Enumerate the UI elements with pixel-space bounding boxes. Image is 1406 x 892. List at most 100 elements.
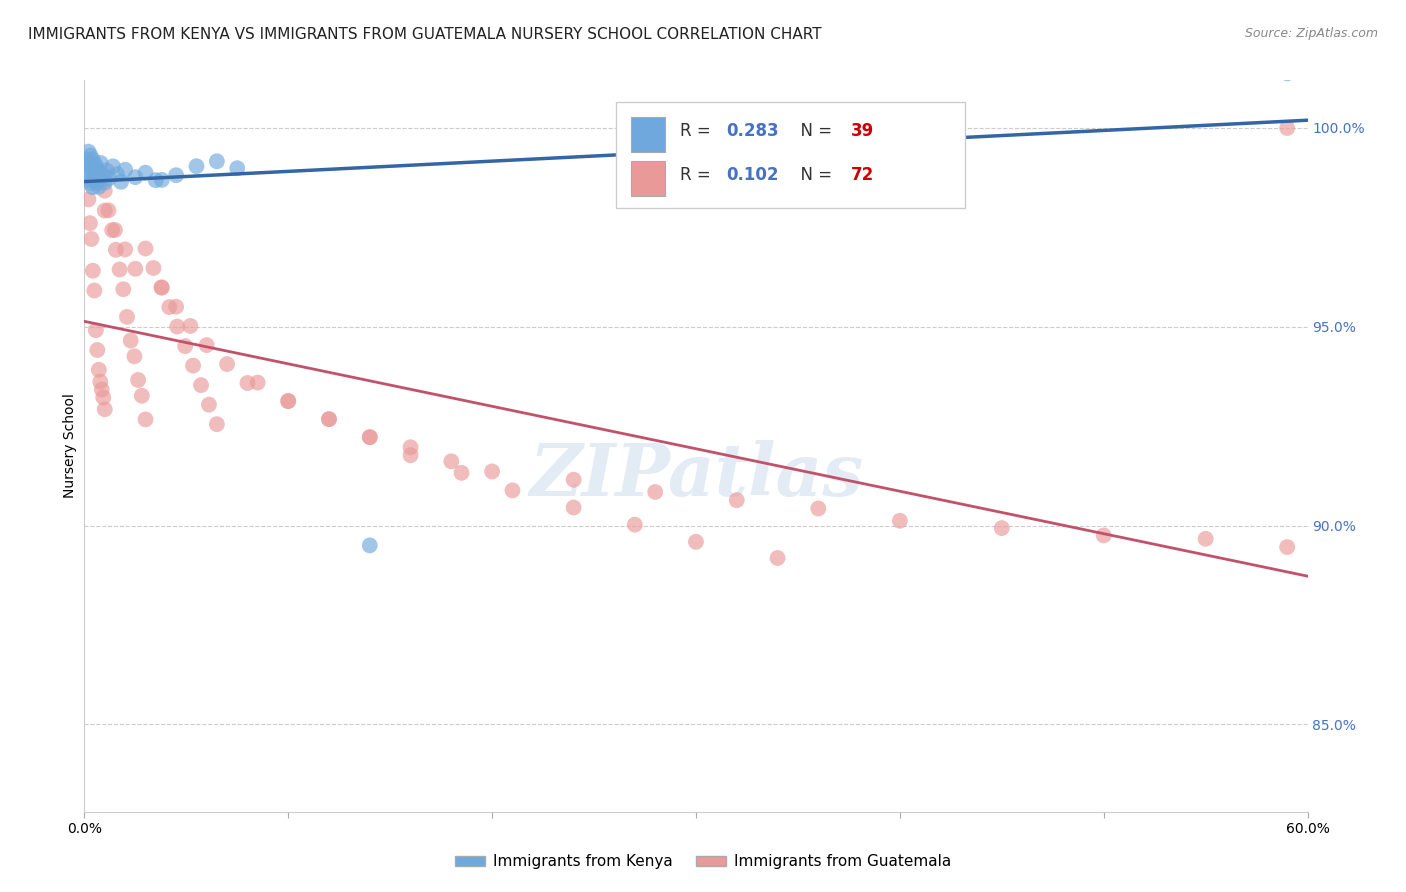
Point — [112, 282, 135, 296]
Text: 0.102: 0.102 — [727, 166, 779, 184]
Point — [104, 243, 127, 257]
FancyBboxPatch shape — [631, 117, 665, 152]
Point — [80, 232, 103, 246]
Point — [114, 162, 136, 177]
Point — [1277, 120, 1299, 135]
Point — [79, 161, 101, 175]
Point — [165, 300, 187, 314]
Point — [77, 156, 100, 170]
Point — [277, 394, 299, 409]
Point — [110, 175, 132, 189]
Point — [502, 483, 524, 498]
Point — [87, 164, 110, 178]
Point — [150, 280, 173, 294]
Point — [562, 500, 585, 515]
Point — [86, 176, 108, 190]
Point — [93, 203, 115, 218]
Point — [359, 538, 381, 552]
Point — [90, 383, 112, 397]
Point — [236, 376, 259, 390]
Point — [101, 159, 124, 173]
Point — [562, 473, 585, 487]
Point — [77, 145, 100, 159]
Point — [93, 402, 115, 417]
Point — [359, 430, 381, 444]
Point — [135, 412, 157, 426]
Point — [179, 318, 201, 333]
Point — [142, 260, 165, 275]
FancyBboxPatch shape — [631, 161, 665, 196]
Text: 0.283: 0.283 — [727, 122, 779, 140]
Point — [93, 176, 115, 190]
Point — [186, 159, 208, 173]
Text: R =: R = — [681, 166, 716, 184]
Point — [90, 156, 112, 170]
Point — [190, 378, 212, 392]
Point — [83, 156, 105, 170]
Point — [226, 161, 249, 176]
Point — [97, 203, 120, 218]
Point — [166, 319, 188, 334]
Point — [127, 373, 149, 387]
Point — [889, 514, 911, 528]
Point — [195, 338, 218, 352]
Point — [131, 389, 153, 403]
Point — [399, 440, 422, 454]
Text: N =: N = — [790, 166, 838, 184]
Point — [205, 154, 228, 169]
Point — [96, 163, 118, 178]
Point — [1195, 532, 1218, 546]
Point — [359, 430, 381, 444]
Point — [725, 493, 748, 508]
Point — [87, 180, 110, 194]
Point — [115, 310, 138, 324]
Point — [90, 172, 112, 186]
Text: IMMIGRANTS FROM KENYA VS IMMIGRANTS FROM GUATEMALA NURSERY SCHOOL CORRELATION CH: IMMIGRANTS FROM KENYA VS IMMIGRANTS FROM… — [28, 27, 821, 42]
Point — [97, 171, 120, 186]
Point — [277, 394, 299, 409]
Point — [91, 391, 114, 405]
Point — [685, 534, 707, 549]
Point — [929, 103, 952, 117]
Point — [205, 417, 228, 432]
Point — [1092, 528, 1115, 542]
Point — [77, 172, 100, 186]
Point — [246, 376, 269, 390]
Point — [93, 184, 115, 198]
Text: R =: R = — [681, 122, 716, 140]
Point — [181, 359, 204, 373]
Point — [104, 223, 127, 237]
Point — [89, 375, 111, 389]
Point — [150, 173, 173, 187]
Point — [807, 501, 830, 516]
Point — [82, 263, 104, 277]
Point — [75, 164, 97, 178]
Text: Source: ZipAtlas.com: Source: ZipAtlas.com — [1244, 27, 1378, 40]
Point — [101, 223, 124, 237]
Legend: Immigrants from Kenya, Immigrants from Guatemala: Immigrants from Kenya, Immigrants from G… — [449, 848, 957, 875]
Y-axis label: Nursery School: Nursery School — [63, 393, 77, 499]
Point — [481, 465, 503, 479]
Point — [644, 485, 666, 500]
Point — [145, 173, 167, 187]
Point — [86, 160, 108, 174]
Point — [87, 363, 110, 377]
Point — [77, 192, 100, 206]
Point — [991, 521, 1014, 535]
Point — [440, 454, 463, 468]
Point — [120, 334, 142, 348]
Point — [79, 216, 101, 230]
Text: 39: 39 — [851, 122, 875, 140]
FancyBboxPatch shape — [616, 103, 965, 209]
Point — [114, 243, 136, 257]
Point — [91, 168, 114, 182]
Point — [318, 412, 340, 426]
Point — [150, 280, 173, 294]
Text: N =: N = — [790, 122, 838, 140]
Point — [82, 164, 104, 178]
Point — [1277, 66, 1299, 80]
Point — [84, 323, 107, 337]
Text: ZIPatlas: ZIPatlas — [529, 440, 863, 511]
Point — [108, 262, 131, 277]
Point — [135, 242, 157, 256]
